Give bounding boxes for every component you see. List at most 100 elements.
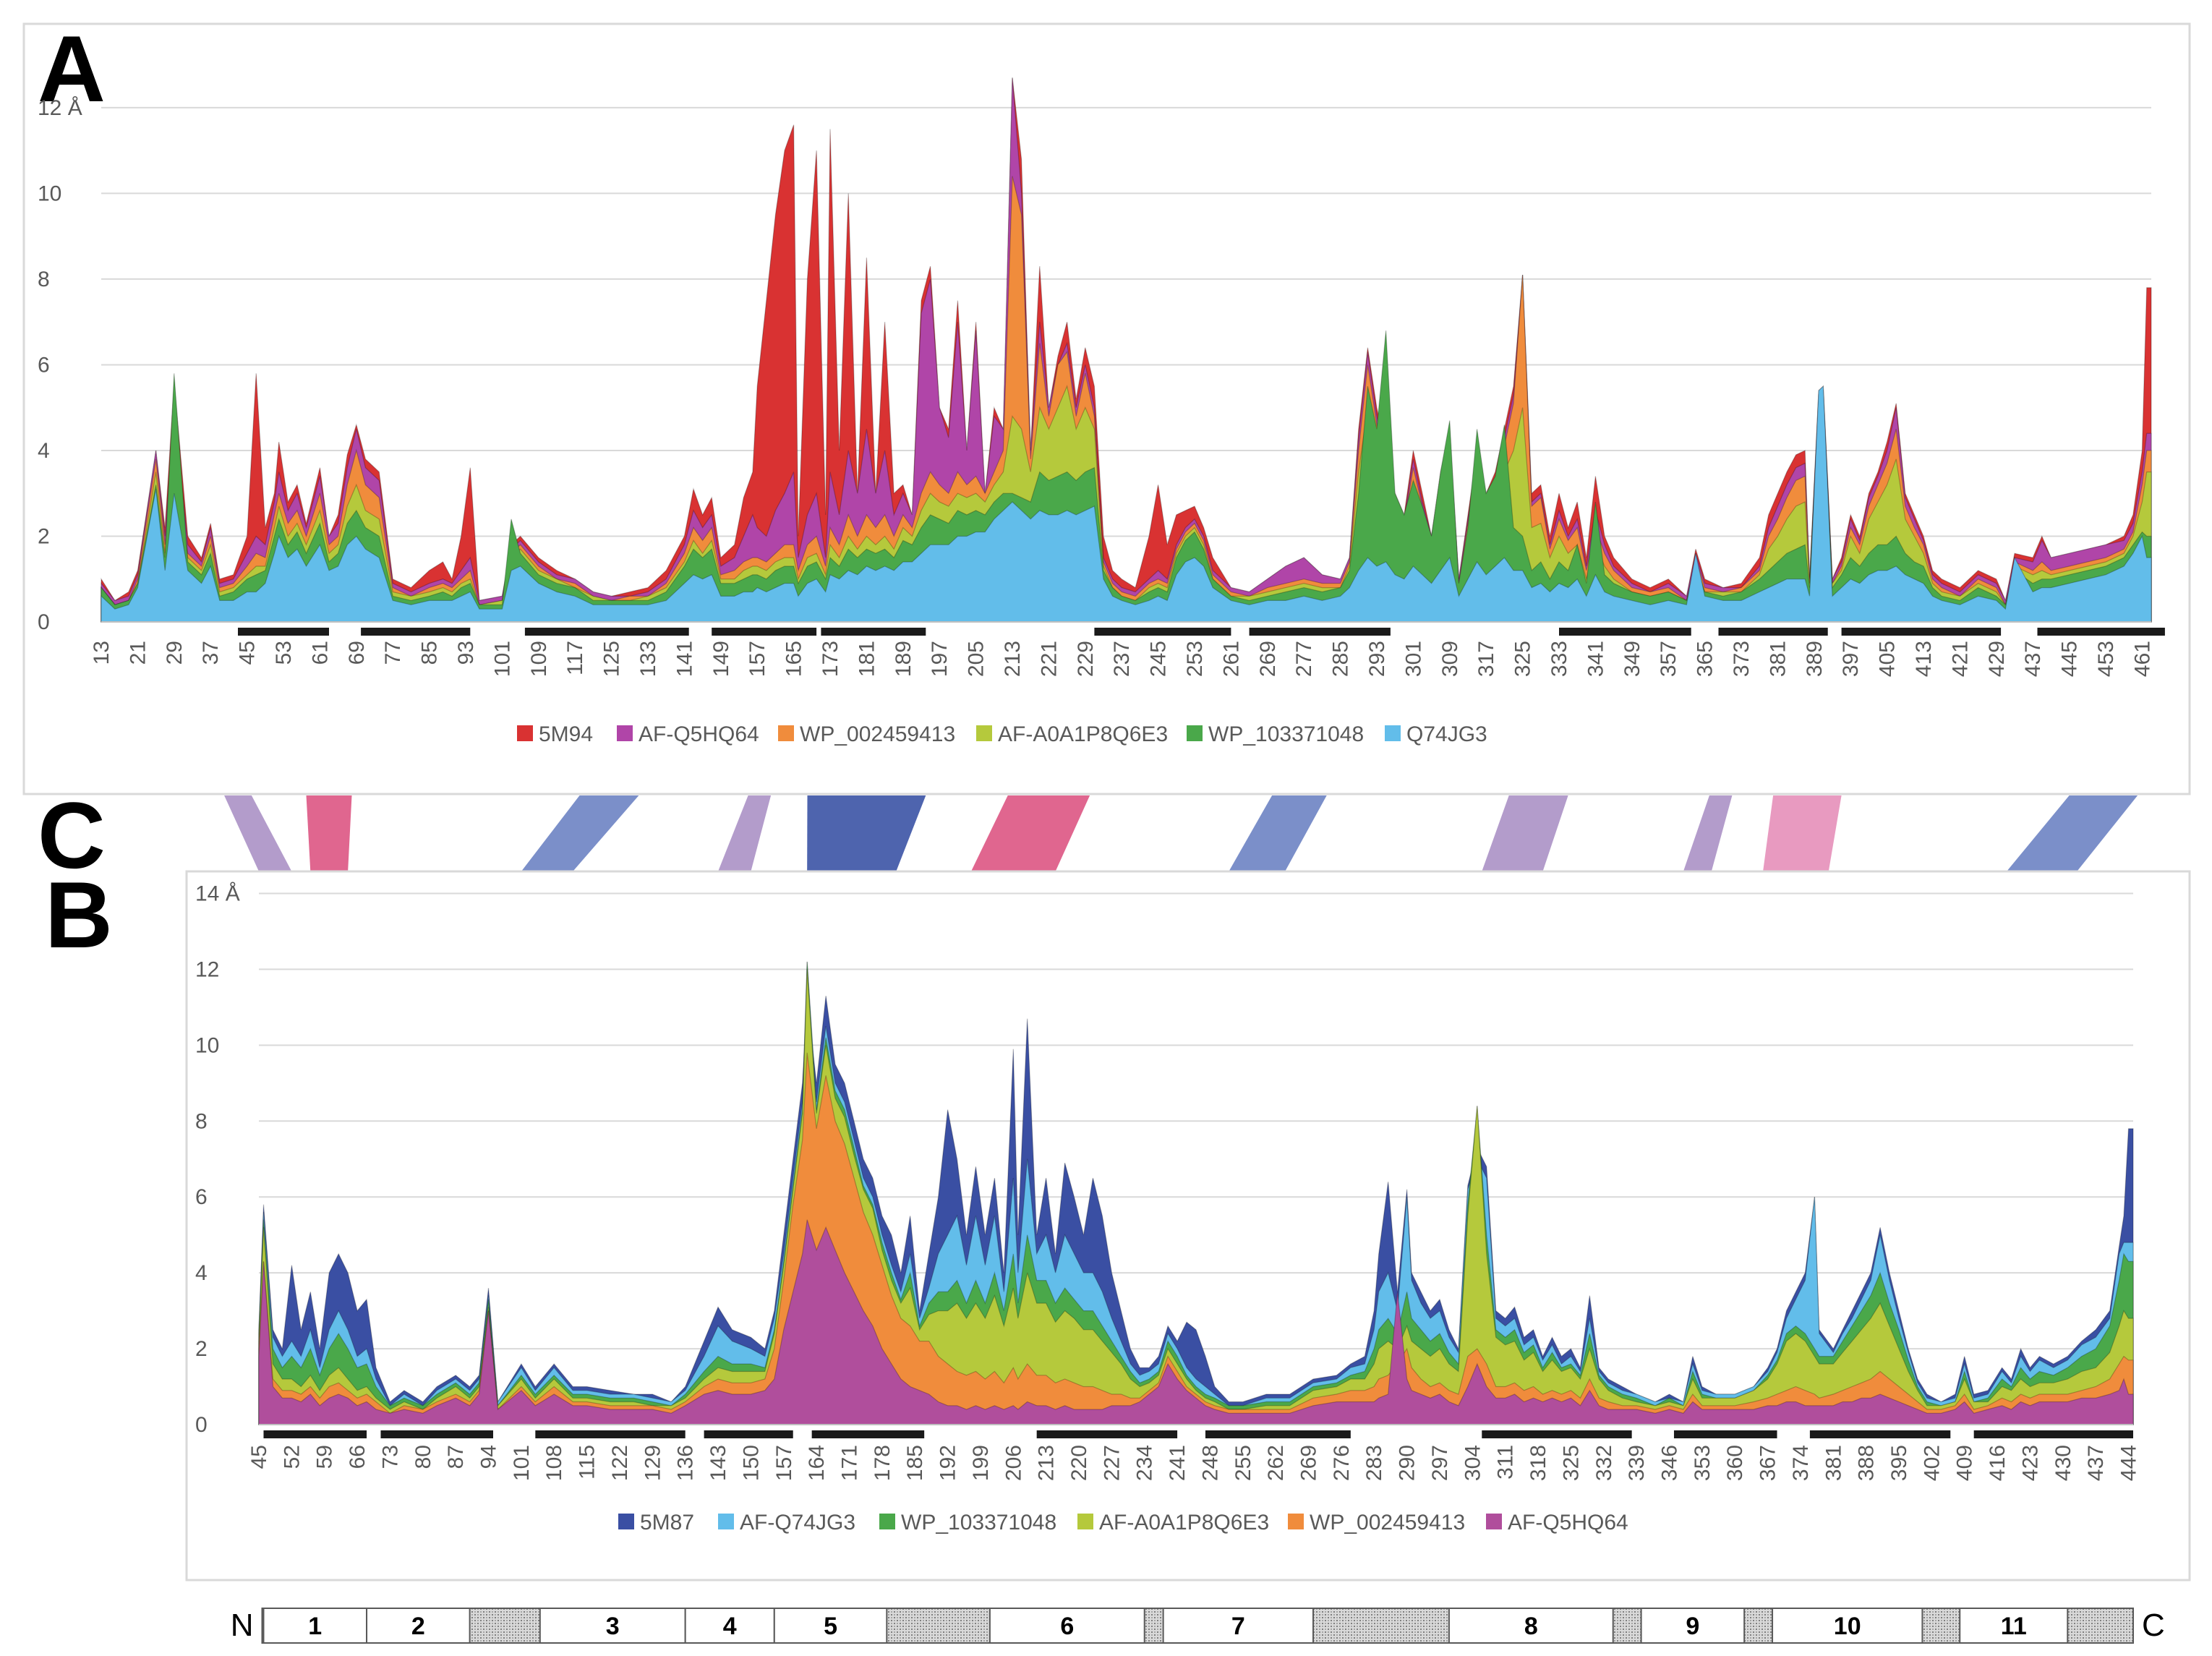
y-tick-label: 6 bbox=[38, 353, 50, 377]
connector-band bbox=[1229, 795, 1327, 871]
x-tick-label: 301 bbox=[1401, 641, 1425, 677]
segment-bar bbox=[524, 628, 689, 636]
x-tick-label: 360 bbox=[1723, 1445, 1747, 1481]
x-tick-label: 221 bbox=[1037, 641, 1061, 677]
segment-bar bbox=[811, 1430, 925, 1438]
connector-band bbox=[521, 795, 639, 871]
x-tick-label: 213 bbox=[1035, 1445, 1059, 1481]
n-terminus-label: N bbox=[231, 1608, 254, 1643]
segment-bar bbox=[1973, 1430, 2133, 1438]
segment-bar bbox=[263, 1430, 367, 1438]
x-tick-label: 45 bbox=[247, 1445, 271, 1469]
domain-box bbox=[1640, 1608, 1746, 1644]
domain-box bbox=[773, 1608, 888, 1644]
area-series-5m87 bbox=[258, 996, 2134, 1425]
y-tick-label: 6 bbox=[195, 1185, 208, 1209]
x-tick-label: 115 bbox=[576, 1445, 599, 1480]
x-tick-label: 229 bbox=[1074, 641, 1098, 677]
x-tick-label: 285 bbox=[1329, 641, 1353, 677]
x-tick-label: 318 bbox=[1526, 1445, 1550, 1481]
x-tick-label: 213 bbox=[1001, 641, 1025, 677]
x-tick-label: 80 bbox=[411, 1445, 435, 1469]
legend-item: AF-A0A1P8Q6E3 bbox=[976, 722, 1168, 746]
x-tick-label: 437 bbox=[2084, 1445, 2108, 1481]
x-tick-label: 45 bbox=[236, 641, 260, 665]
legend-label: WP_103371048 bbox=[901, 1511, 1056, 1535]
panel-a-frame bbox=[22, 22, 2191, 795]
connector-band bbox=[718, 795, 772, 871]
x-tick-label: 346 bbox=[1658, 1445, 1682, 1481]
area-series-q74jg3 bbox=[101, 385, 2152, 623]
legend-label: AF-A0A1P8Q6E3 bbox=[1099, 1511, 1269, 1535]
domain-box bbox=[684, 1608, 775, 1644]
domain-box bbox=[988, 1608, 1145, 1644]
area-series-af-q74jg3 bbox=[258, 961, 2134, 1425]
x-tick-label: 37 bbox=[199, 641, 223, 665]
domain-map: 1 2 3 4 5 6 7 8 9 10 11 N C bbox=[231, 1608, 2165, 1644]
segment-bar bbox=[1559, 628, 1691, 636]
segment-bar bbox=[712, 628, 817, 636]
x-tick-label: 333 bbox=[1547, 641, 1571, 677]
chart-b: 0 2 4 6 8 10 12 14 Å 45 52 59 66 73 80 87 94 101 108 115 12… bbox=[195, 882, 2141, 1535]
x-tick-label: 309 bbox=[1438, 641, 1462, 677]
legend-label: AF-Q74JG3 bbox=[740, 1511, 855, 1535]
legend-item: 5M87 bbox=[618, 1511, 694, 1535]
legend-item: WP_002459413 bbox=[1288, 1511, 1465, 1535]
x-tick-label: 171 bbox=[838, 1445, 862, 1481]
x-tick-label: 13 bbox=[90, 641, 114, 665]
x-tick-label: 69 bbox=[345, 641, 369, 665]
x-tick-label: 164 bbox=[805, 1445, 829, 1481]
x-tick-label: 367 bbox=[1756, 1445, 1780, 1481]
legend-swatch bbox=[617, 725, 633, 741]
x-tick-label: 136 bbox=[674, 1445, 698, 1481]
x-tick-label: 185 bbox=[903, 1445, 927, 1481]
y-tick-label: 12 Å bbox=[38, 96, 82, 120]
x-tick-label: 21 bbox=[126, 641, 150, 665]
segment-bar bbox=[704, 1430, 793, 1438]
y-tick-label: 14 Å bbox=[195, 882, 240, 905]
segment-bar bbox=[361, 628, 471, 636]
domain-label: 5 bbox=[824, 1613, 837, 1640]
legend-item: WP_002459413 bbox=[778, 722, 955, 746]
x-tick-label: 133 bbox=[636, 641, 660, 677]
domain-label: 1 bbox=[308, 1613, 322, 1640]
x-tick-label: 269 bbox=[1256, 641, 1280, 677]
x-tick-label: 77 bbox=[381, 641, 405, 665]
connector-band bbox=[1763, 795, 1842, 871]
legend-swatch bbox=[1486, 1514, 1502, 1529]
x-tick-label: 143 bbox=[706, 1445, 730, 1481]
legend-swatch bbox=[1288, 1514, 1304, 1529]
domain-label: 10 bbox=[1834, 1613, 1861, 1640]
domain-label: 2 bbox=[411, 1613, 425, 1640]
connector-band bbox=[970, 795, 1090, 871]
x-tick-label: 388 bbox=[1855, 1445, 1879, 1481]
x-tick-label: 405 bbox=[1876, 641, 1900, 677]
x-tick-label: 29 bbox=[163, 641, 187, 665]
legend-item: Q74JG3 bbox=[1385, 722, 1487, 746]
x-tick-label: 59 bbox=[313, 1445, 337, 1469]
x-tick-label: 220 bbox=[1067, 1445, 1091, 1481]
panel-b-label: B bbox=[45, 862, 113, 968]
x-tick-label: 261 bbox=[1219, 641, 1243, 677]
segment-bar bbox=[1249, 628, 1391, 636]
x-tick-label: 413 bbox=[1912, 641, 1936, 677]
y-tick-label: 4 bbox=[195, 1261, 208, 1285]
panel-b-frame bbox=[185, 870, 2191, 1582]
legend-item: WP_103371048 bbox=[879, 1511, 1056, 1535]
x-tick-label: 157 bbox=[746, 641, 769, 677]
x-tick-label: 206 bbox=[1002, 1445, 1025, 1481]
x-tick-label: 101 bbox=[510, 1445, 534, 1481]
domain-label: 11 bbox=[2001, 1613, 2027, 1640]
x-tick-label: 293 bbox=[1365, 641, 1389, 677]
legend-item: AF-Q5HQ64 bbox=[617, 722, 759, 746]
legend-item: 5M94 bbox=[517, 722, 593, 746]
area-series-af-a0a1p8q6e3 bbox=[258, 969, 2134, 1425]
legend-swatch bbox=[1077, 1514, 1093, 1529]
area-series-af-q5hq64 bbox=[258, 1219, 2134, 1425]
x-tick-label: 304 bbox=[1461, 1445, 1485, 1481]
legend-label: WP_002459413 bbox=[1310, 1511, 1465, 1535]
x-tick-label: 325 bbox=[1559, 1445, 1583, 1481]
x-tick-label: 437 bbox=[2021, 641, 2045, 677]
x-tick-label: 444 bbox=[2117, 1445, 2141, 1481]
legend-item: AF-A0A1P8Q6E3 bbox=[1077, 1511, 1269, 1535]
